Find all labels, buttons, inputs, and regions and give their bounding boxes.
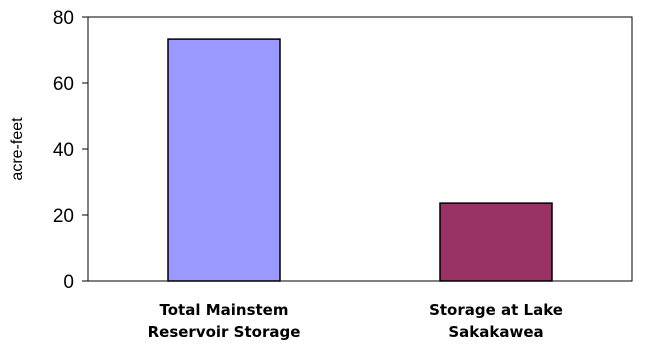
y-tick-label: 60 <box>53 74 74 95</box>
bars <box>167 38 553 282</box>
category-label: Reservoir Storage <box>148 323 301 341</box>
y-tick-label: 40 <box>53 140 74 161</box>
x-axis-labels: Total Mainstem Reservoir Storage Storage a… <box>148 301 563 341</box>
y-axis: 0 20 40 60 80 <box>53 8 88 293</box>
category-label: Total Mainstem <box>160 301 289 319</box>
y-axis-title: acre-feet <box>9 117 26 181</box>
category-label: Sakakawea <box>448 323 543 341</box>
bar-2 <box>439 202 553 282</box>
y-tick-label: 80 <box>53 8 74 29</box>
bar-1 <box>167 38 281 282</box>
y-tick-label: 20 <box>53 206 74 227</box>
category-label: Storage at Lake <box>429 301 563 319</box>
y-tick-label: 0 <box>63 272 74 293</box>
